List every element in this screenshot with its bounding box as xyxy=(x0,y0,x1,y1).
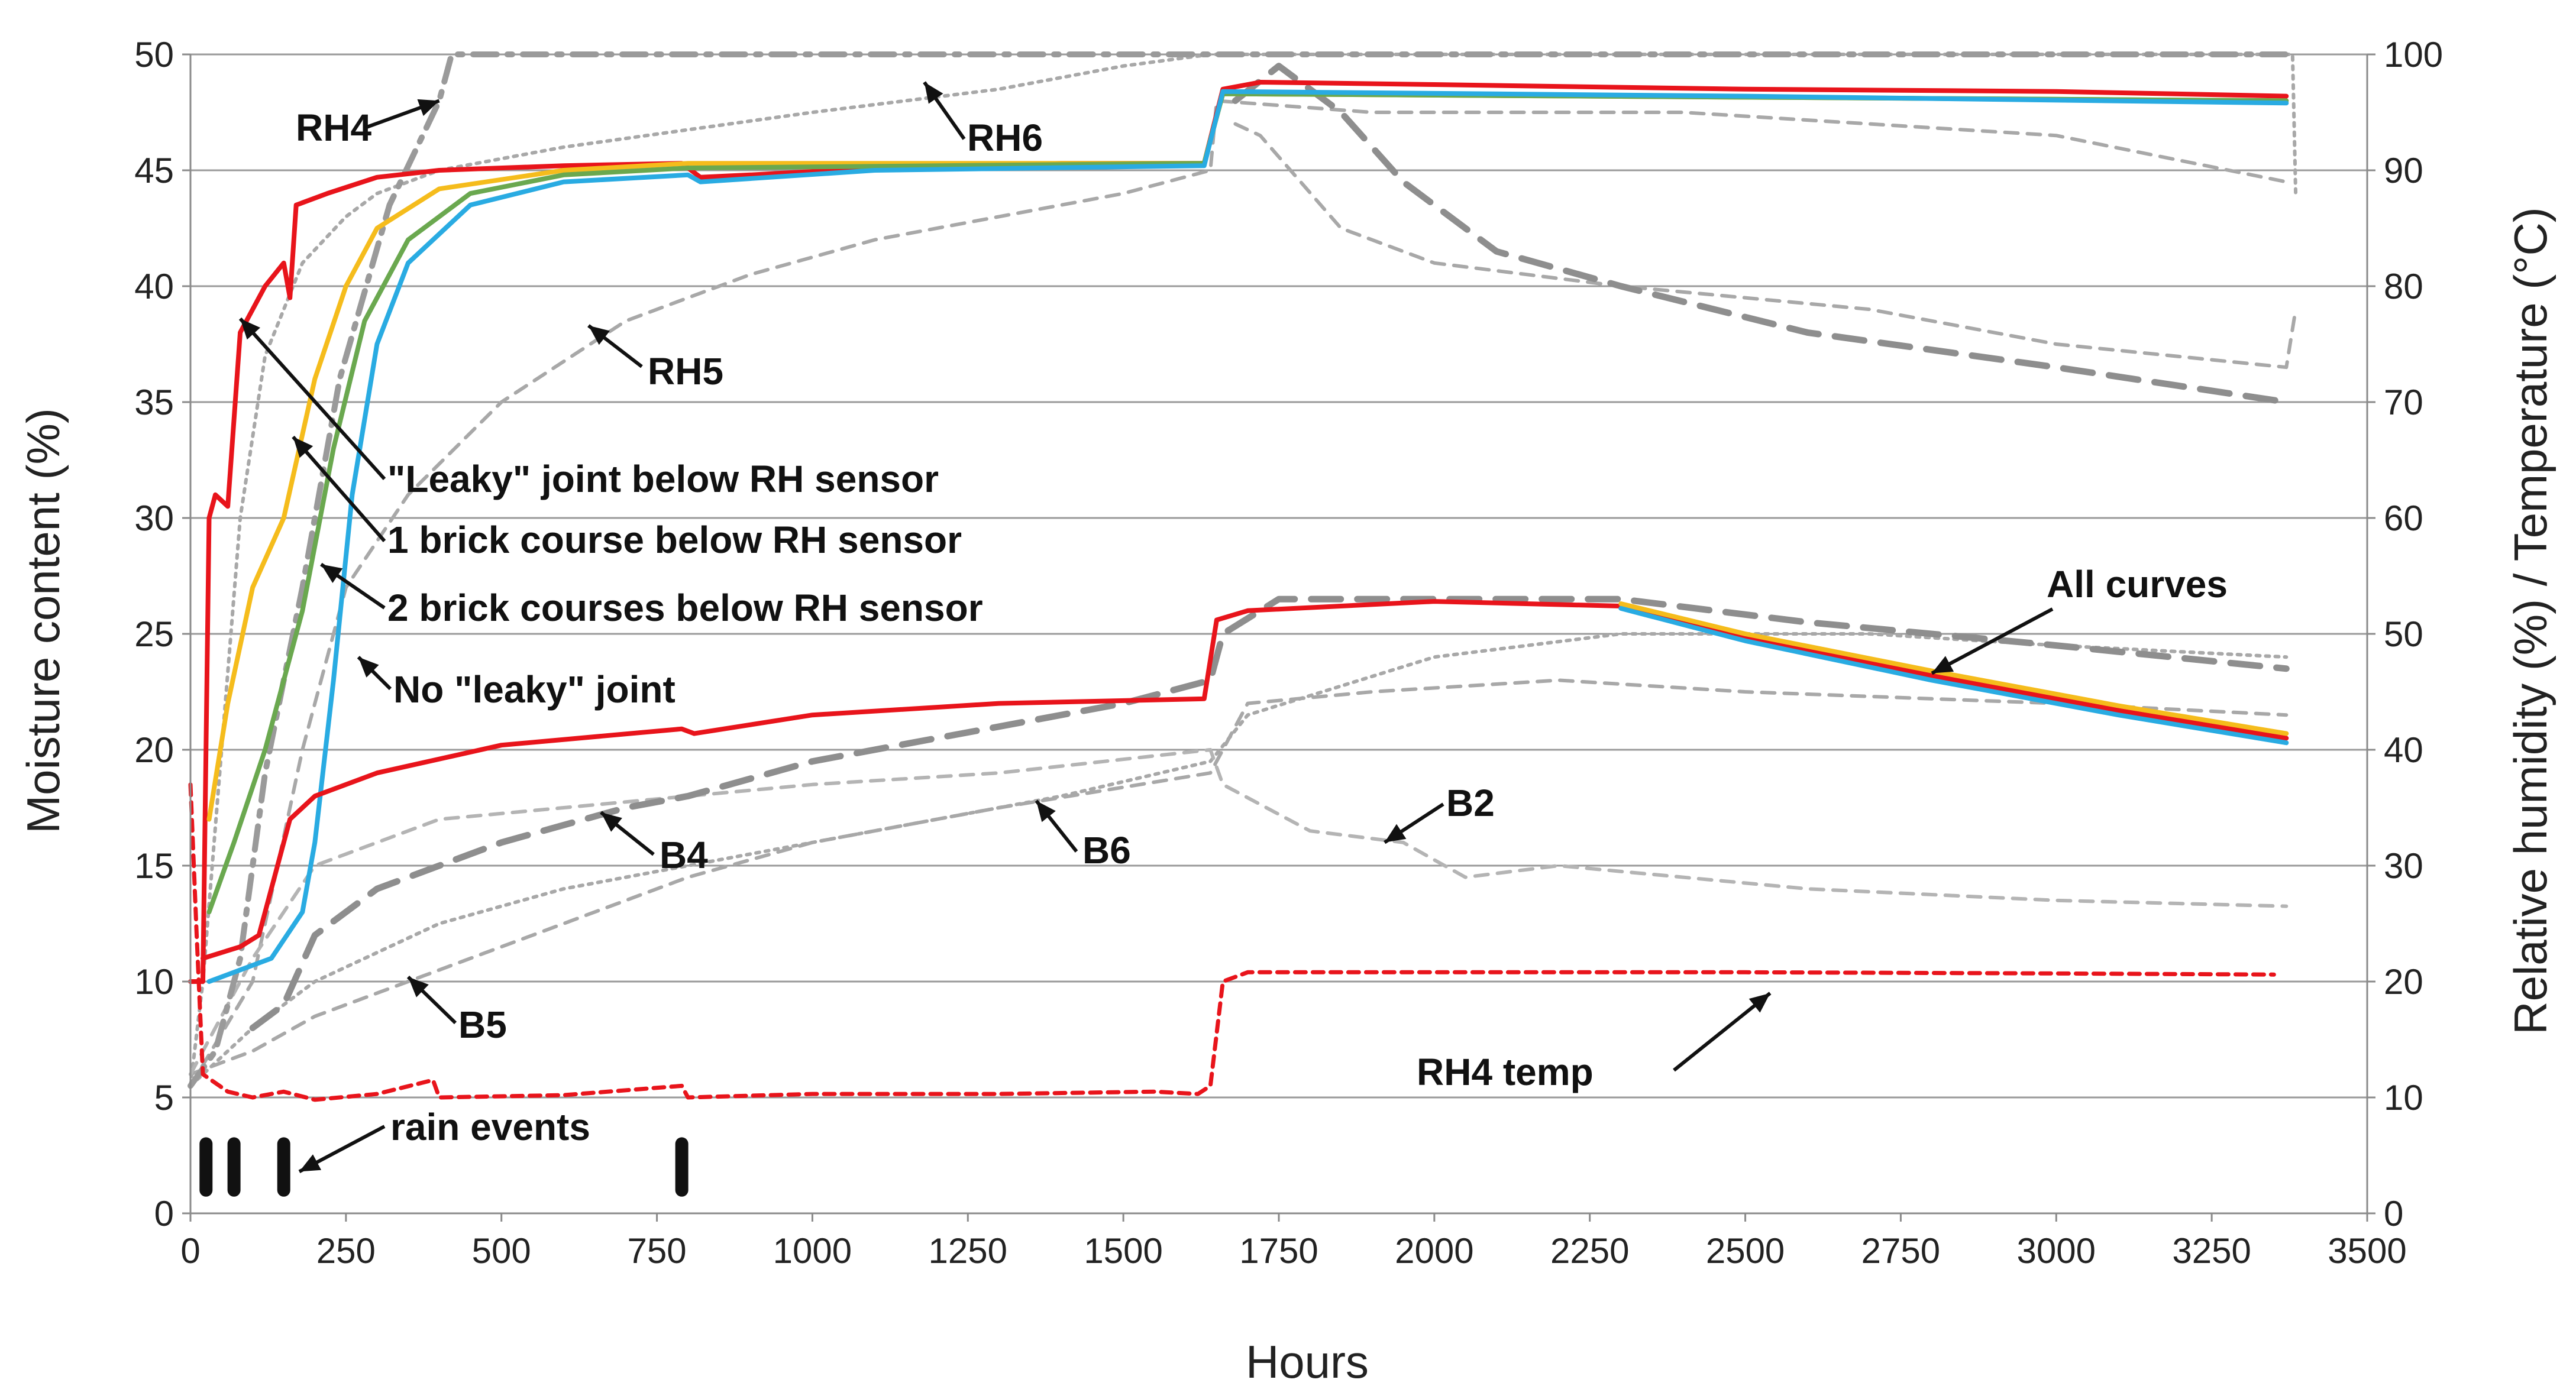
x-tick-label: 1500 xyxy=(1084,1231,1162,1271)
series-rh5 xyxy=(189,99,2289,1088)
annotation-label: No "leaky" joint xyxy=(393,668,675,711)
y-tick-left-label: 35 xyxy=(134,383,174,422)
annotation-arrow-head xyxy=(1384,824,1407,843)
y-tick-left-label: 5 xyxy=(154,1078,174,1118)
y-tick-right-label: 70 xyxy=(2384,383,2423,422)
y-tick-left-label: 40 xyxy=(134,267,174,306)
x-tick-label: 3250 xyxy=(2172,1231,2251,1271)
series-rh4-temp xyxy=(188,782,2276,1102)
x-tick-label: 500 xyxy=(472,1231,531,1271)
y-tick-left-label: 0 xyxy=(154,1194,174,1233)
annotation-label: All curves xyxy=(2047,563,2228,605)
annotation-arrow-head xyxy=(417,99,439,116)
y-tick-left-label: 25 xyxy=(134,614,174,654)
y-tick-right-label: 60 xyxy=(2384,498,2423,538)
x-tick-label: 250 xyxy=(316,1231,376,1271)
y-tick-right-label: 10 xyxy=(2384,1078,2423,1118)
axes: 0510152025303540455001020304050607080901… xyxy=(134,35,2443,1271)
y-tick-right-label: 20 xyxy=(2384,962,2423,1002)
y-tick-left-label: 20 xyxy=(134,730,174,770)
x-tick-label: 1000 xyxy=(773,1231,852,1271)
x-tick-label: 2750 xyxy=(1861,1231,1940,1271)
y-tick-left-label: 30 xyxy=(134,498,174,538)
annotation-arrow-line xyxy=(292,435,386,542)
annotation-arrow-head xyxy=(240,318,261,340)
annotation-arrow-head xyxy=(358,657,379,678)
annotation-label: B2 xyxy=(1446,782,1495,824)
annotation-label: RH5 xyxy=(648,350,723,393)
x-tick-label: 1750 xyxy=(1239,1231,1318,1271)
annotation-label: "Leaky" joint below RH sensor xyxy=(387,458,939,500)
annotation-label: B5 xyxy=(458,1003,507,1046)
x-tick-label: 3500 xyxy=(2328,1231,2406,1271)
series-b2 xyxy=(189,748,2289,1076)
x-tick-label: 1250 xyxy=(929,1231,1007,1271)
y-tick-left-label: 15 xyxy=(134,846,174,886)
y-axis-title-right: Relative humidity (%) / Temperature (°C) xyxy=(2504,207,2556,1035)
y-tick-right-label: 40 xyxy=(2384,730,2423,770)
x-tick-label: 0 xyxy=(180,1231,200,1271)
series-no-leaky-joint xyxy=(206,89,2289,984)
y-tick-left-label: 50 xyxy=(134,35,174,75)
x-tick-label: 3000 xyxy=(2017,1231,2096,1271)
annotation-label: RH6 xyxy=(967,116,1043,159)
series-all-curves-yellow xyxy=(1618,601,2289,736)
annotation-layer: RH4 RH6 RH5 "Leaky" joint below RH sensor 1 … xyxy=(238,81,2228,1174)
y-tick-right-label: 50 xyxy=(2384,614,2423,654)
annotation-arrow-head xyxy=(321,564,343,584)
series-all-curves-blue xyxy=(1618,605,2289,746)
annotation-label: rain events xyxy=(390,1106,590,1148)
series-layer xyxy=(188,51,2298,1102)
annotation-arrow-head xyxy=(299,1154,322,1172)
x-tick-label: 2500 xyxy=(1706,1231,1785,1271)
annotation-arrow-head xyxy=(1748,993,1770,1013)
y-tick-left-label: 45 xyxy=(134,151,174,190)
annotation-arrow-line xyxy=(1931,607,2054,675)
annotation-arrow-head xyxy=(293,436,313,458)
annotation-arrow-head xyxy=(924,82,943,104)
annotation-label: 1 brick course below RH sensor xyxy=(387,519,962,561)
series-rh4-lower-dashed xyxy=(1232,63,2290,406)
annotation-arrow-head xyxy=(1036,801,1056,822)
x-tick-label: 2250 xyxy=(1550,1231,1629,1271)
y-tick-left-label: 10 xyxy=(134,962,174,1002)
annotation-arrow-line xyxy=(1673,992,1772,1072)
annotation-label: RH4 temp xyxy=(1417,1051,1594,1093)
y-tick-right-label: 80 xyxy=(2384,267,2423,306)
y-tick-right-label: 90 xyxy=(2384,151,2423,190)
y-tick-right-label: 0 xyxy=(2384,1194,2403,1233)
series-leaky-joint-below-rh-sensor xyxy=(188,80,2289,984)
annotation-label: 2 brick courses below RH sensor xyxy=(387,587,983,629)
y-axis-title-left: Moisture content (%) xyxy=(17,408,69,834)
rain-events-layer xyxy=(199,1137,689,1197)
series-b5 xyxy=(189,678,2289,1076)
y-tick-right-label: 100 xyxy=(2384,35,2443,75)
x-axis-title: Hours xyxy=(1246,1336,1369,1388)
annotation-arrow-head xyxy=(408,977,429,998)
x-tick-label: 750 xyxy=(628,1231,687,1271)
annotation-arrow-head xyxy=(600,812,622,832)
annotation-arrow-line xyxy=(238,317,386,481)
x-tick-label: 2000 xyxy=(1395,1231,1473,1271)
series-b4 xyxy=(249,595,2290,1031)
series-rh4 xyxy=(188,51,2296,1089)
annotation-label: B4 xyxy=(660,834,708,876)
annotation-arrow-head xyxy=(588,325,610,345)
annotation-label: RH4 xyxy=(296,106,371,149)
y-tick-right-label: 30 xyxy=(2384,846,2423,886)
series-rh6 xyxy=(189,53,2298,1088)
annotation-label: B6 xyxy=(1082,829,1131,872)
annotation-arrow-head xyxy=(1932,656,1954,673)
